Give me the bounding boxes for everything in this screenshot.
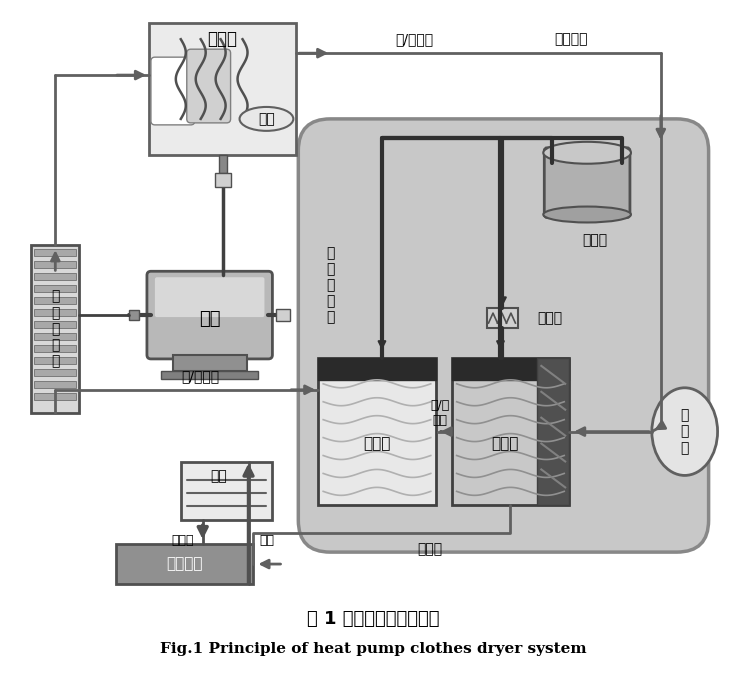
Bar xyxy=(319,358,436,380)
Text: 图 1 热泵干衣机系统原理: 图 1 热泵干衣机系统原理 xyxy=(307,610,439,628)
Bar xyxy=(451,358,569,380)
Bar xyxy=(451,358,569,506)
Bar xyxy=(34,285,76,293)
Text: 过量水: 过量水 xyxy=(172,534,194,547)
Bar xyxy=(34,369,76,376)
Text: 衣物: 衣物 xyxy=(258,112,275,126)
Text: 滚　筒: 滚 筒 xyxy=(207,30,238,49)
Text: 制
冷
剂
循
环: 制 冷 剂 循 环 xyxy=(326,246,334,325)
Bar xyxy=(34,309,76,316)
Bar xyxy=(34,357,76,364)
Bar xyxy=(34,345,76,352)
Bar xyxy=(149,24,296,155)
Bar xyxy=(161,371,258,379)
Bar xyxy=(34,333,76,340)
Text: 干/热空气: 干/热空气 xyxy=(181,369,220,383)
Ellipse shape xyxy=(652,388,718,475)
FancyBboxPatch shape xyxy=(151,57,195,125)
Bar xyxy=(34,273,76,280)
FancyBboxPatch shape xyxy=(155,277,264,317)
Text: 冷凝水: 冷凝水 xyxy=(417,542,442,556)
Ellipse shape xyxy=(239,107,293,131)
Text: 水泵: 水泵 xyxy=(259,534,274,547)
Bar xyxy=(34,297,76,304)
Text: 冷凝器: 冷凝器 xyxy=(363,436,391,451)
Text: 水盒: 水盒 xyxy=(210,469,227,483)
Text: 干/冷
空气: 干/冷 空气 xyxy=(430,399,449,427)
Text: 电机: 电机 xyxy=(199,310,220,328)
Bar xyxy=(277,309,290,321)
Bar xyxy=(116,544,254,584)
Text: 空气循环: 空气循环 xyxy=(554,32,588,47)
Bar xyxy=(319,358,436,506)
Ellipse shape xyxy=(543,142,631,164)
Bar xyxy=(34,249,76,256)
Ellipse shape xyxy=(543,206,631,222)
Bar xyxy=(173,355,246,371)
Text: 下部水槽: 下部水槽 xyxy=(166,557,203,572)
Bar xyxy=(31,245,79,412)
Text: 循
环
风
叶
轮: 循 环 风 叶 轮 xyxy=(51,290,60,369)
FancyBboxPatch shape xyxy=(186,49,231,123)
FancyBboxPatch shape xyxy=(298,119,709,552)
Bar xyxy=(181,462,272,520)
Bar xyxy=(34,381,76,388)
Text: 湿/冷空气: 湿/冷空气 xyxy=(396,32,434,47)
Bar xyxy=(486,308,518,328)
Text: Fig.1 Principle of heat pump clothes dryer system: Fig.1 Principle of heat pump clothes dry… xyxy=(160,642,586,656)
Bar xyxy=(34,321,76,328)
Bar xyxy=(129,310,139,320)
Text: 压缩机: 压缩机 xyxy=(583,233,608,247)
FancyBboxPatch shape xyxy=(545,148,630,218)
Bar xyxy=(34,262,76,268)
Bar xyxy=(34,393,76,400)
Text: 毛细管: 毛细管 xyxy=(538,311,562,325)
Text: 过
滤
器: 过 滤 器 xyxy=(680,408,689,455)
FancyBboxPatch shape xyxy=(147,271,272,359)
Text: 蒸发器: 蒸发器 xyxy=(491,436,518,451)
Bar xyxy=(537,358,569,506)
Bar xyxy=(215,173,231,187)
Bar xyxy=(219,155,227,173)
